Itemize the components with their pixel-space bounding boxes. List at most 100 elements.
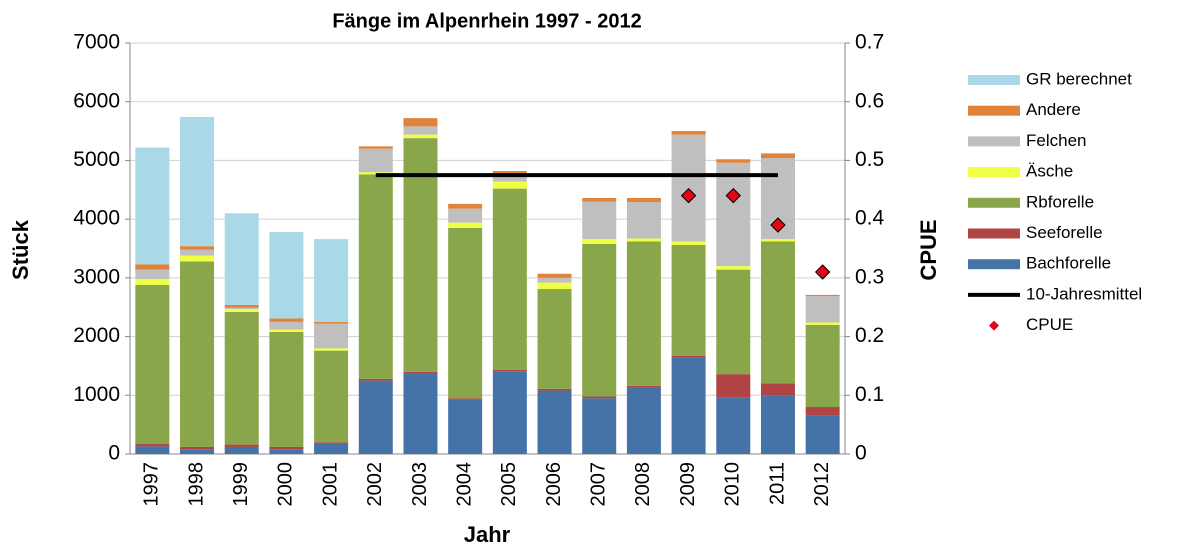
- bar-segment: [135, 147, 170, 265]
- y2-tick-label: 0: [855, 442, 867, 465]
- y-tick-label: 3000: [73, 265, 120, 288]
- bar-segment: [805, 407, 840, 416]
- bar-segment: [716, 269, 751, 375]
- x-tick-label: 2008: [632, 462, 654, 507]
- bar-segment: [314, 350, 349, 443]
- x-tick-label: 2002: [364, 462, 386, 507]
- bar-segment: [582, 243, 617, 397]
- x-tick-label: 2003: [409, 462, 431, 507]
- bar-segment: [805, 294, 840, 297]
- bar-segment: [492, 371, 527, 454]
- y-tick-label: 4000: [73, 207, 120, 230]
- bar-segment: [626, 198, 661, 203]
- x-tick-label: 2006: [543, 462, 565, 507]
- bar-segment: [180, 255, 215, 262]
- bar-segment: [135, 284, 170, 445]
- bar-segment: [805, 322, 840, 325]
- bar-segment: [626, 385, 661, 388]
- bar-segment: [403, 371, 438, 373]
- legend-label: Äsche: [1026, 162, 1073, 181]
- legend-label: Rbforelle: [1026, 192, 1094, 211]
- cpue-point: [725, 187, 741, 204]
- bar-segment: [180, 246, 215, 250]
- bar-segment: [582, 201, 617, 240]
- bar-segment: [135, 446, 170, 454]
- legend-swatch: [968, 136, 1020, 147]
- bar-segment: [716, 266, 751, 270]
- chart-title: Fänge im Alpenrhein 1997 - 2012: [332, 10, 641, 32]
- y2-axis-label: CPUE: [916, 219, 941, 280]
- legend-swatch: [968, 167, 1020, 178]
- bar-segment: [314, 323, 349, 349]
- bar-segment: [135, 279, 170, 285]
- bar-segment: [269, 449, 304, 454]
- y2-tick-label: 0.6: [855, 89, 884, 112]
- y2-tick-label: 0.7: [855, 31, 884, 54]
- legend-label: Felchen: [1026, 131, 1086, 150]
- bar-segment: [180, 249, 215, 256]
- legend-swatch: [968, 228, 1020, 239]
- x-tick-label: 2004: [453, 462, 475, 507]
- legend-swatch: [968, 197, 1020, 208]
- bar-segment: [805, 415, 840, 454]
- bar-segment: [805, 324, 840, 408]
- bar-segment: [269, 331, 304, 447]
- bar-segment: [492, 174, 527, 182]
- bar-segment: [716, 397, 751, 454]
- bar-segment: [805, 296, 840, 323]
- legend-label: 10-Jahresmittel: [1026, 284, 1142, 303]
- bar-segment: [537, 390, 572, 454]
- x-axis-label: Jahr: [464, 522, 511, 547]
- legend-label: Seeforelle: [1026, 223, 1103, 242]
- bar-segment: [760, 395, 795, 454]
- bar-segment: [671, 357, 706, 454]
- bar-segment: [135, 444, 170, 447]
- bar-segment: [492, 170, 527, 175]
- bar-segment: [269, 446, 304, 450]
- x-tick-label: 2010: [722, 462, 744, 507]
- bar-segment: [403, 126, 438, 135]
- legend-swatch: [968, 259, 1020, 270]
- bar-segment: [403, 118, 438, 127]
- bar-segment: [180, 116, 215, 247]
- bar-segment: [269, 329, 304, 332]
- bar-segment: [358, 148, 393, 173]
- bar-segment: [626, 238, 661, 242]
- bar-segment: [716, 162, 751, 267]
- legend-label: Bachforelle: [1026, 254, 1111, 273]
- bar-segment: [269, 318, 304, 322]
- y-tick-label: 7000: [73, 31, 120, 54]
- y2-tick-label: 0.3: [855, 265, 884, 288]
- bar-segment: [671, 131, 706, 135]
- x-tick-label: 2001: [319, 462, 341, 507]
- bar-segment: [224, 446, 259, 454]
- y-axis-label: Stück: [8, 219, 33, 280]
- legend-label: Andere: [1026, 100, 1081, 119]
- bar-segment: [135, 269, 170, 280]
- bar-segment: [537, 388, 572, 391]
- bar-segment: [224, 311, 259, 445]
- y-tick-label: 5000: [73, 148, 120, 171]
- bar-segment: [492, 181, 527, 189]
- bar-segment: [314, 443, 349, 454]
- x-tick-label: 2012: [811, 462, 833, 507]
- y-tick-label: 0: [108, 442, 120, 465]
- bar-segment: [537, 282, 572, 290]
- x-tick-label: 1999: [230, 462, 252, 507]
- y2-tick-label: 0.2: [855, 324, 884, 347]
- bar-segment: [314, 348, 349, 351]
- legend-label: GR berechnet: [1026, 69, 1132, 88]
- bar-segment: [671, 244, 706, 356]
- bar-segment: [135, 264, 170, 270]
- bar-segment: [626, 241, 661, 386]
- bar-segment: [358, 378, 393, 381]
- bar-segment: [448, 222, 483, 228]
- bar-segment: [314, 321, 349, 324]
- bar-segment: [358, 146, 393, 149]
- bar-segment: [224, 444, 259, 447]
- bar-segment: [760, 383, 795, 396]
- bar-segment: [448, 208, 483, 223]
- bar-segment: [492, 370, 527, 372]
- bar-segment: [448, 203, 483, 209]
